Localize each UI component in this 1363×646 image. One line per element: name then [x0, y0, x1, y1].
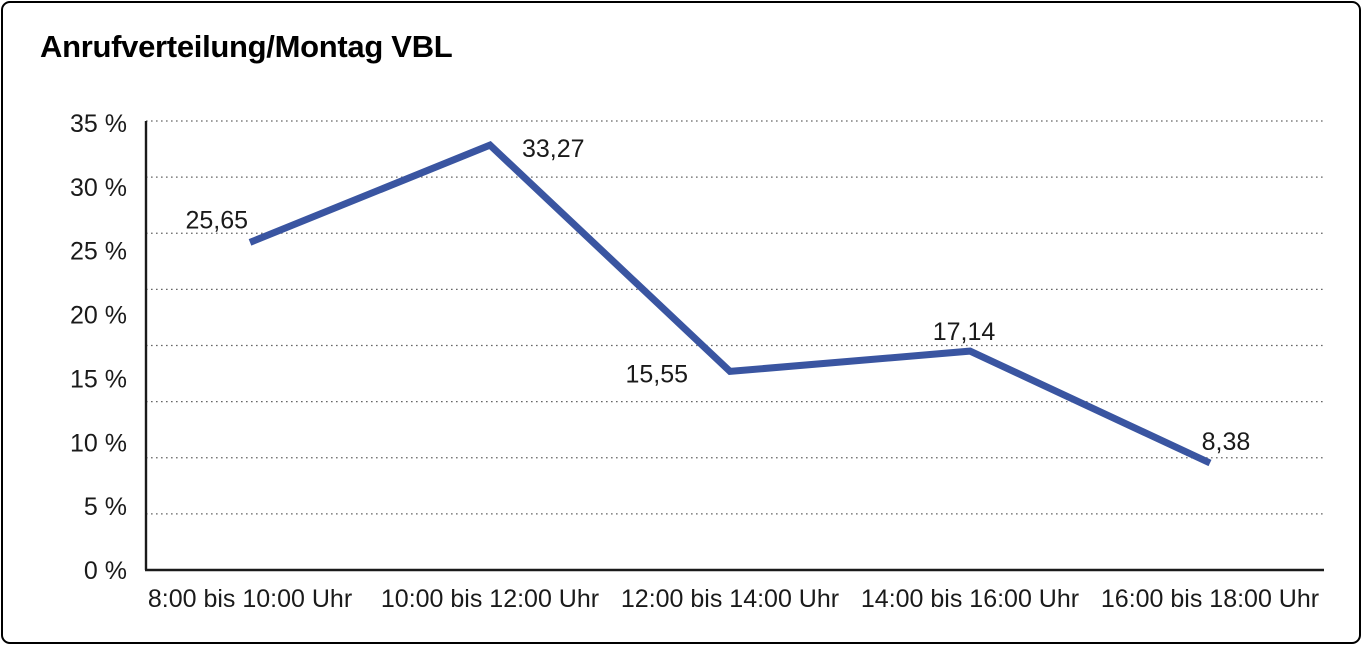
- y-tick-label: 30 %: [70, 174, 127, 202]
- x-tick-label: 14:00 bis 16:00 Uhr: [861, 585, 1079, 613]
- series-line: [248, 141, 1212, 467]
- x-tick-label: 12:00 bis 14:00 Uhr: [621, 585, 839, 613]
- data-point-label: 8,38: [1202, 428, 1251, 456]
- x-tick-label: 10:00 bis 12:00 Uhr: [381, 585, 599, 613]
- x-tick-label: 16:00 bis 18:00 Uhr: [1101, 585, 1319, 613]
- y-tick-label: 10 %: [70, 429, 127, 457]
- y-tick-label: 25 %: [70, 238, 127, 266]
- y-tick-label: 0 %: [84, 557, 127, 585]
- data-point-label: 25,65: [185, 206, 248, 234]
- data-point-label: 33,27: [522, 135, 585, 163]
- data-point-label: 17,14: [933, 318, 996, 346]
- x-tick-label: 8:00 bis 10:00 Uhr: [148, 585, 352, 613]
- chart-title: Anrufverteilung/Montag VBL: [40, 29, 453, 64]
- y-tick-label: 35 %: [70, 110, 127, 138]
- y-tick-label: 15 %: [70, 365, 127, 393]
- y-tick-label: 5 %: [84, 493, 127, 521]
- data-point-label: 15,55: [625, 360, 688, 388]
- line-chart: 35 % 30 % 25 % 20 % 15 % 10 % 5 % 0 % 8:00 bis 1…: [70, 110, 1324, 613]
- y-tick-label: 20 %: [70, 302, 127, 330]
